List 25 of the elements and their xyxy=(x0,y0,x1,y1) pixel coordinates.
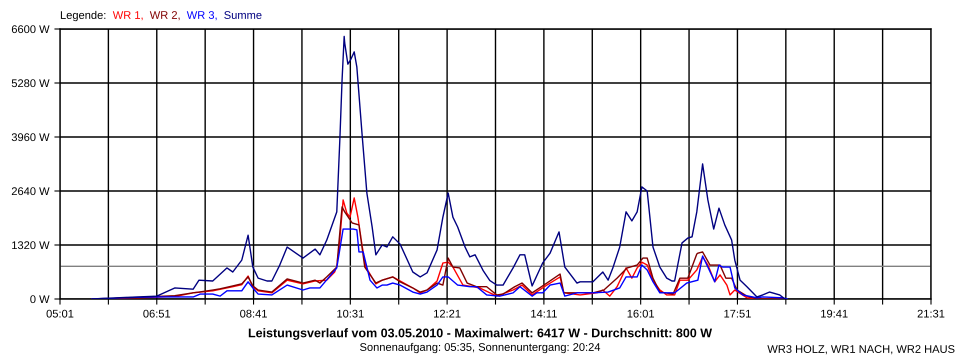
line-series xyxy=(91,36,786,299)
text: Leistungsverlauf vom 03.05.2010 - Maximalwert: 6417 W - Durchschnitt: 800 W xyxy=(248,328,712,340)
x-tick-label: 05:01 xyxy=(46,310,74,318)
x-tick-label: 10:31 xyxy=(337,310,364,318)
x-tick-label: 21:31 xyxy=(918,310,944,318)
y-tick-label: 1320 W xyxy=(12,241,50,250)
text: WR 1, xyxy=(112,11,143,20)
y-tick-label: 3960 W xyxy=(12,133,50,142)
x-tick-label: 14:11 xyxy=(531,310,557,318)
x-tick-label: 16:01 xyxy=(628,310,654,318)
y-tick-label: 5280 W xyxy=(12,79,50,88)
x-tick-label: 06:51 xyxy=(143,310,170,318)
x-tick-label: 19:41 xyxy=(821,310,848,318)
x-tick-label: 08:41 xyxy=(240,310,267,318)
text: WR 2, xyxy=(150,11,180,20)
text: Sonnenaufgang: 05:35, Sonnenuntergang: 20:24 xyxy=(360,342,600,354)
legend-title: Legende: xyxy=(60,10,106,22)
y-tick-label: 6600 W xyxy=(12,25,50,34)
y-tick-label: 0 W xyxy=(30,295,50,304)
x-tick-label: 12:21 xyxy=(434,310,460,318)
text: Summe xyxy=(224,11,262,19)
x-tick-label: 17:51 xyxy=(724,310,751,318)
text: WR3 HOLZ, WR1 NACH, WR2 HAUS xyxy=(767,345,954,354)
y-tick-label: 2640 W xyxy=(12,187,50,196)
text: WR 3, xyxy=(186,11,217,20)
